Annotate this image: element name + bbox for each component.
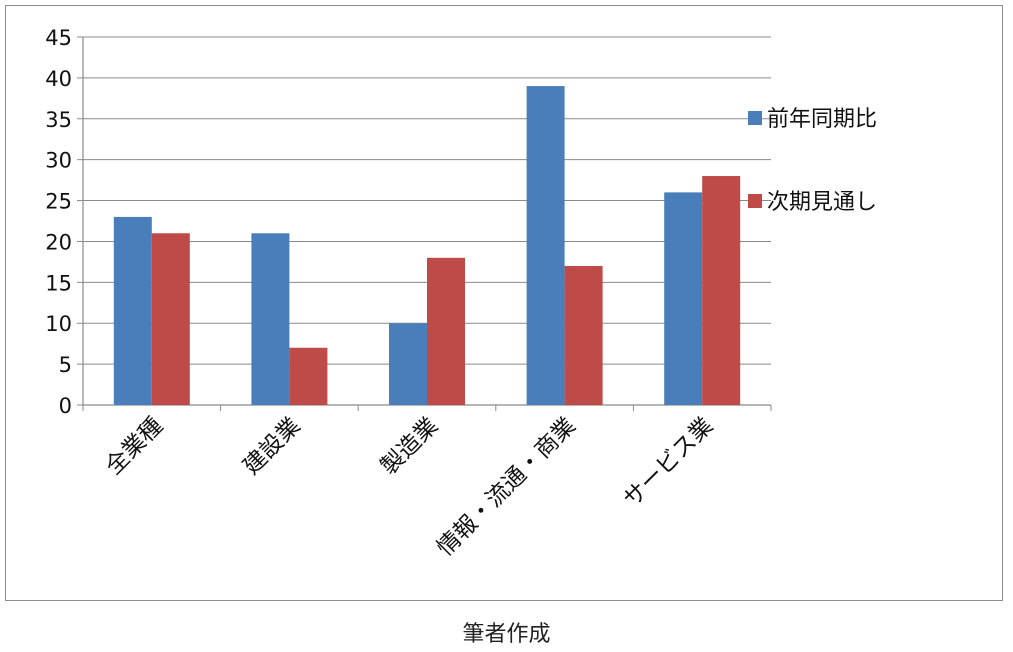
y-tick-label: 15: [45, 271, 72, 295]
legend-label: 次期見通し: [767, 190, 877, 215]
bar-series2: [702, 176, 741, 405]
x-tick-label: 情報・流通・商業: [432, 413, 580, 561]
x-tick-label: サービス業: [619, 413, 719, 513]
gridlines: [83, 36, 771, 365]
bar-series1: [526, 86, 565, 406]
x-tick-label: 製造業: [376, 413, 443, 480]
bar-series2: [427, 257, 465, 405]
y-tick-label: 10: [45, 312, 72, 336]
bar-series1: [664, 192, 703, 405]
y-tick-label: 30: [45, 149, 72, 173]
bar-series2: [564, 265, 603, 405]
y-tick-label: 0: [59, 394, 72, 418]
bars: [113, 86, 741, 406]
y-tick-label: 40: [45, 67, 72, 91]
legend-swatch: [748, 194, 762, 208]
y-tick-label: 35: [45, 108, 72, 132]
y-tick-label: 25: [45, 190, 72, 214]
y-tick-label: 5: [59, 353, 72, 377]
bar-series2: [289, 347, 328, 405]
legend-swatch: [748, 111, 762, 125]
bar-series1: [389, 323, 427, 405]
bar-series1: [113, 216, 152, 405]
bar-series1: [251, 233, 290, 405]
bar-series2: [151, 233, 190, 405]
legend-label: 前年同期比: [767, 107, 877, 132]
figure-caption: 筆者作成: [462, 622, 551, 647]
y-tick-labels: 0 5 10 15 20 25 30 35 40 45: [45, 26, 72, 418]
y-tick-label: 45: [45, 26, 72, 50]
y-tick-label: 20: [45, 230, 72, 254]
x-tick-label: 建設業: [238, 413, 305, 480]
x-tick-label: 全業種: [101, 413, 168, 480]
